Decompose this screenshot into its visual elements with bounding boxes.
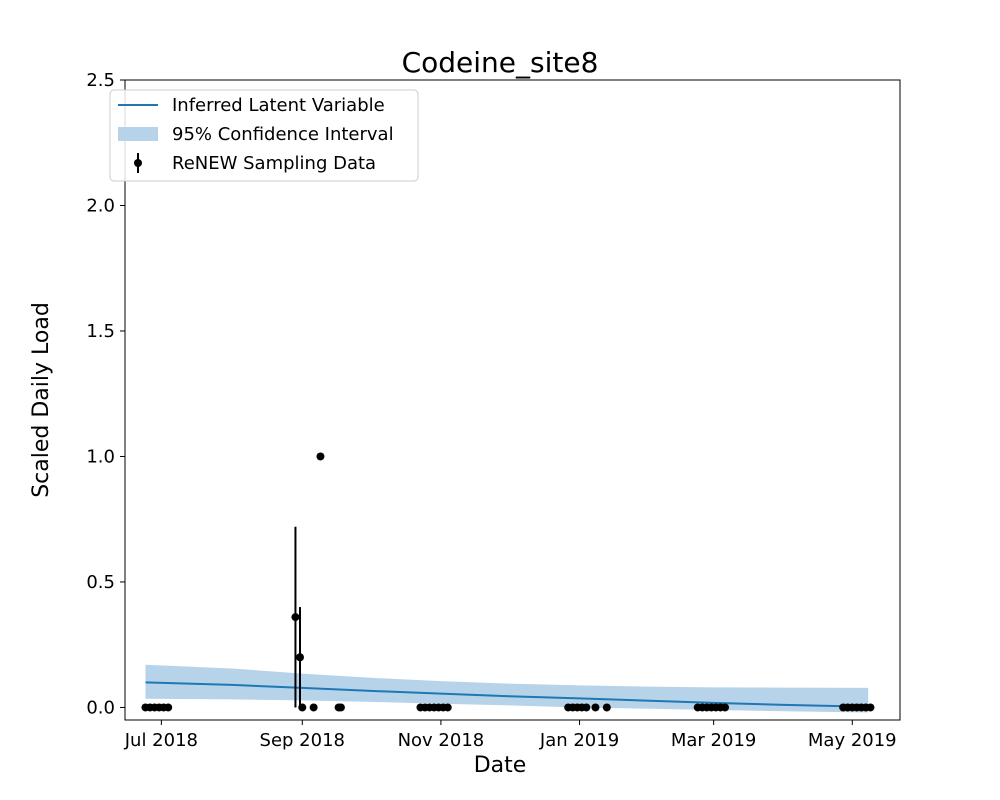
y-tick-label: 2.5 — [86, 70, 115, 91]
y-axis: 0.0 0.5 1.0 1.5 2.0 2.5 — [86, 70, 125, 718]
y-axis-label: Scaled Daily Load — [29, 302, 54, 498]
legend-point-swatch — [134, 159, 142, 167]
x-tick-label: Jan 2019 — [539, 730, 619, 751]
data-point — [164, 703, 173, 712]
legend-band-swatch — [118, 127, 158, 141]
data-point — [582, 703, 591, 712]
data-point — [309, 703, 318, 712]
legend-label-line: Inferred Latent Variable — [172, 95, 385, 116]
x-tick-label: May 2019 — [808, 730, 897, 751]
data-point — [298, 703, 307, 712]
plot-frame — [124, 79, 901, 721]
data-point — [866, 703, 875, 712]
x-tick-label: Jul 2018 — [124, 730, 198, 751]
data-point — [316, 452, 325, 461]
data-point — [591, 703, 600, 712]
data-point — [296, 653, 304, 662]
legend-box — [109, 89, 419, 182]
chart-title: Codeine_site8 — [402, 46, 599, 79]
x-tick-label: Sep 2018 — [260, 730, 345, 751]
confidence-band — [145, 664, 869, 713]
data-point — [443, 703, 452, 712]
data-point — [336, 703, 345, 712]
plot-area — [141, 452, 875, 713]
y-tick-label: 2.0 — [86, 195, 115, 216]
legend: Inferred Latent Variable 95% Confidence … — [109, 89, 419, 182]
latent-variable-line — [145, 681, 869, 708]
x-axis: Jul 2018 Sep 2018 Nov 2018 Jan 2019 Mar 2019… — [124, 720, 897, 751]
legend-label-points: ReNEW Sampling Data — [172, 153, 376, 174]
x-tick-label: Nov 2018 — [398, 730, 485, 751]
y-tick-label: 1.0 — [86, 446, 115, 467]
x-tick-label: Mar 2019 — [671, 730, 757, 751]
y-tick-label: 0.5 — [86, 572, 115, 593]
data-point — [291, 613, 300, 622]
y-tick-label: 0.0 — [86, 697, 115, 718]
data-point — [721, 703, 729, 712]
x-axis-label: Date — [474, 753, 527, 778]
y-tick-label: 1.5 — [86, 321, 115, 342]
legend-label-band: 95% Confidence Interval — [172, 124, 394, 145]
data-point — [602, 703, 611, 712]
